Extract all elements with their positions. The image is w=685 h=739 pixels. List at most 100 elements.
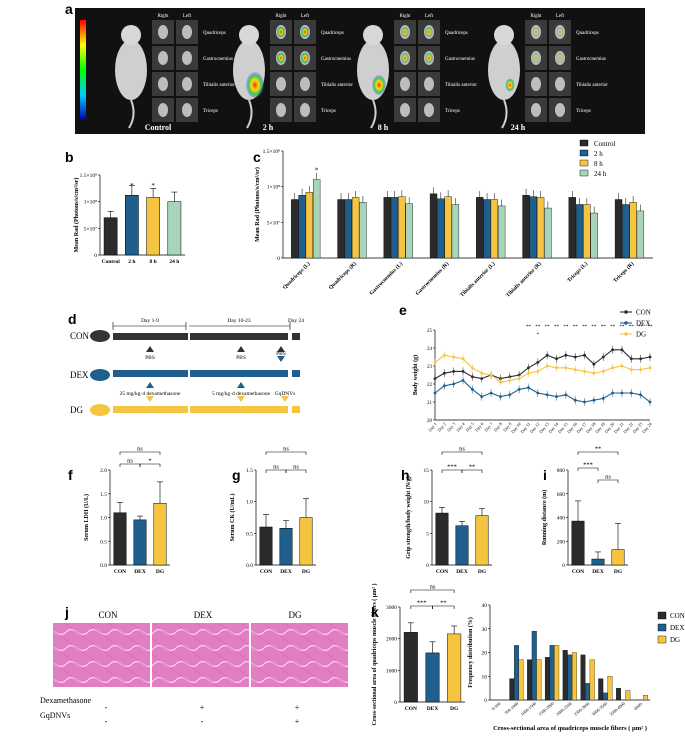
category-label: CON — [114, 569, 126, 575]
bar — [611, 549, 625, 566]
x-tick-label: Day 4 — [455, 421, 466, 433]
data-point — [480, 395, 484, 398]
bar — [590, 212, 598, 259]
side-label-right: Right — [530, 14, 542, 19]
data-point — [639, 357, 643, 361]
x-tick-label: Day 22 — [622, 421, 634, 434]
bar — [580, 654, 586, 701]
data-point — [611, 348, 615, 352]
bar — [437, 198, 445, 259]
legend-marker — [624, 321, 628, 325]
organ — [158, 103, 168, 117]
y-tick-label: 21 — [427, 401, 433, 406]
panel-label-c: c — [253, 149, 261, 165]
y-tick-label: 200 — [557, 539, 566, 545]
data-point — [433, 391, 437, 395]
x-tick-label: Day 9 — [502, 421, 513, 432]
bar — [554, 645, 560, 701]
bar — [455, 525, 469, 566]
significance-label: * — [148, 458, 151, 465]
organ — [400, 103, 410, 117]
mouse-icon-con — [90, 330, 110, 342]
bar — [625, 690, 631, 701]
significance-bracket — [432, 605, 455, 609]
pbs-mark-2: PBS — [236, 355, 246, 361]
dex-dose-1: 25 mg/kg·d dexamethasone — [120, 391, 181, 397]
muscle-label: Tibialis anterior — [203, 83, 235, 88]
y-tick-label: 5×10⁷ — [84, 226, 97, 232]
bar — [531, 630, 537, 701]
x-tick-label: Day 5 — [465, 421, 476, 432]
significance-label: * — [130, 182, 134, 190]
legend-label: DEX — [670, 624, 684, 632]
category-label: DEX — [456, 569, 468, 575]
organ-signal — [532, 52, 540, 64]
he-col-dg: DG — [289, 610, 302, 620]
category-label: DG — [450, 706, 459, 712]
organ — [158, 25, 168, 39]
significance-label: ** — [638, 325, 644, 330]
category-label: DG — [156, 569, 165, 575]
x-tick-label: 0-500 — [491, 701, 502, 711]
bar — [390, 197, 399, 259]
y-axis-label: Body weight (g) — [412, 355, 419, 395]
bar — [153, 503, 167, 566]
organ — [531, 103, 541, 117]
y-tick-label: 0 — [562, 563, 565, 569]
data-point — [433, 361, 437, 364]
muscle-label: Triceps — [203, 109, 218, 114]
legend-label: DG — [636, 331, 646, 339]
significance-label: ** — [629, 325, 635, 330]
panel-label-e: e — [399, 302, 407, 318]
x-tick-label: 1500-2000 — [537, 701, 554, 717]
organ — [182, 25, 192, 39]
panel-label-i: i — [543, 467, 547, 483]
x-tick-label: Day 12 — [529, 421, 541, 434]
bar — [305, 192, 314, 259]
data-point — [573, 398, 577, 402]
data-point — [601, 355, 605, 359]
x-tick-label: Day 1 — [427, 421, 438, 432]
data-point — [564, 353, 568, 357]
bar — [103, 217, 118, 256]
bar — [589, 659, 595, 701]
significance-label: ns — [273, 464, 279, 471]
legend-label: CON — [670, 612, 685, 620]
data-point — [648, 366, 652, 370]
category-label: Tibialis anterior (R) — [504, 260, 542, 298]
y-tick-label: 400 — [557, 516, 566, 522]
organ-signal — [556, 26, 564, 38]
data-point — [639, 393, 643, 397]
organ — [555, 103, 565, 117]
organ-signal — [401, 26, 409, 38]
significance-label: ** — [535, 325, 541, 330]
timepoint-label-24h: 24 h — [511, 123, 526, 132]
svg-text:-: - — [105, 717, 108, 726]
bar — [113, 512, 127, 566]
legend-swatch — [579, 169, 589, 177]
x-tick-label: Day 15 — [557, 421, 569, 434]
significance-label: * — [315, 167, 319, 175]
y-tick-label: 5×10⁷ — [267, 220, 280, 226]
x-tick-label: Day 11 — [519, 421, 531, 434]
bar — [359, 202, 367, 259]
data-point — [629, 391, 633, 395]
data-point — [461, 379, 465, 382]
organ — [400, 77, 410, 91]
mouse-icon-dex — [90, 369, 110, 381]
data-point — [480, 371, 484, 375]
x-tick-label: 2500-3000 — [573, 701, 590, 717]
significance-bracket — [577, 451, 619, 455]
mouse-body — [115, 40, 147, 100]
series-line-con — [434, 349, 651, 380]
legend-swatch — [657, 611, 667, 620]
mouse-head — [494, 25, 514, 45]
bar — [435, 512, 449, 566]
y-axis-label: Mean Rad (Photons/s/cm²/sr) — [73, 178, 80, 253]
panel-label-b: b — [65, 149, 74, 165]
data-point — [564, 393, 568, 397]
panel-label-g: g — [232, 467, 241, 483]
data-point — [536, 391, 540, 395]
chart-k2: 0 10 20 30 40 Frequency distribution (%) 0-500… — [467, 603, 685, 732]
data-point — [573, 355, 577, 359]
